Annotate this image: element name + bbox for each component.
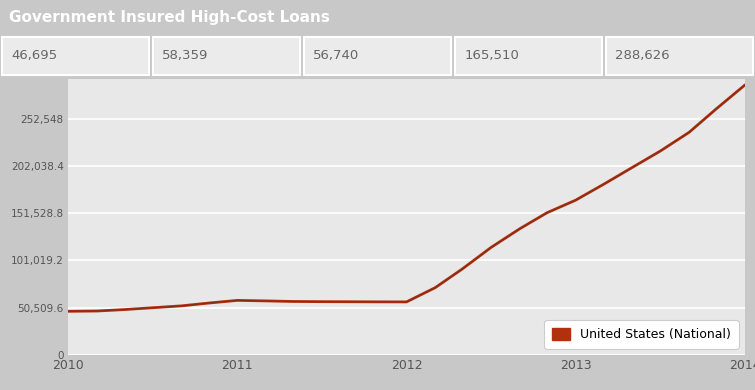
Text: 46,695: 46,695 bbox=[11, 50, 57, 62]
Bar bbox=[304, 37, 451, 75]
Text: 56,740: 56,740 bbox=[313, 50, 359, 62]
Bar bbox=[153, 37, 300, 75]
Bar bbox=[2, 37, 149, 75]
Text: Government Insured High-Cost Loans: Government Insured High-Cost Loans bbox=[9, 10, 330, 25]
Bar bbox=[455, 37, 602, 75]
Legend: United States (National): United States (National) bbox=[544, 320, 738, 349]
Text: 58,359: 58,359 bbox=[162, 50, 208, 62]
Text: 288,626: 288,626 bbox=[615, 50, 670, 62]
Bar bbox=[606, 37, 753, 75]
Text: 165,510: 165,510 bbox=[464, 50, 519, 62]
